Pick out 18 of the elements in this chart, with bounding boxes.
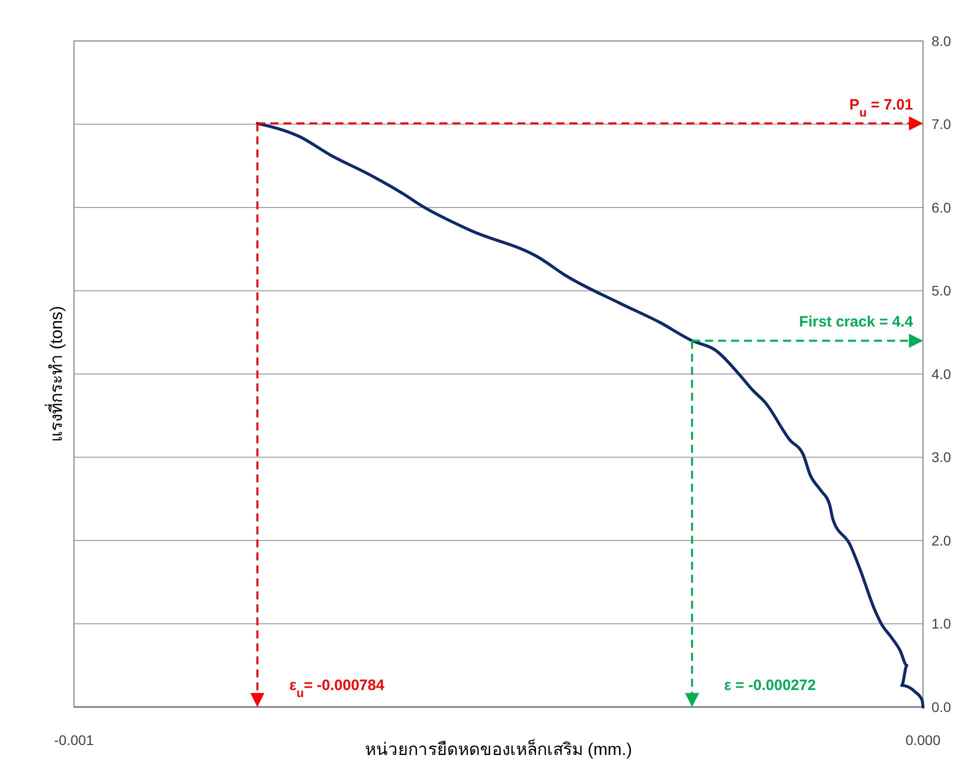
y-tick-label: 1.0 (932, 616, 952, 632)
ref-line-label: P$_{u}$ = 7.01 (849, 96, 913, 120)
ref-line-label: First crack = 4.4 (799, 314, 914, 331)
x-tick-label: -0.001 (54, 732, 94, 748)
ref-line-label: ε = -0.000272 (724, 677, 816, 694)
y-tick-label: 2.0 (932, 532, 952, 548)
y-tick-label: 3.0 (932, 449, 952, 466)
y-tick-label: 6.0 (932, 199, 952, 216)
y-tick-label: 8.0 (932, 32, 952, 49)
y-tick-label: 4.0 (932, 366, 952, 382)
y-tick-label: 5.0 (932, 282, 952, 299)
x-axis-title: หน่วยการยืดหดของเหล็กเสริม (mm.) (364, 738, 632, 759)
ref-line-label: ε$_{u}$= -0.000784 (289, 677, 385, 700)
y-tick-label: 0.0 (932, 698, 952, 715)
x-tick-label: 0.000 (905, 732, 941, 748)
y-tick-label: 7.0 (932, 116, 952, 132)
line-series (256, 122, 924, 708)
y-axis-title: แรงที่กระทำ (tons) (44, 306, 66, 442)
